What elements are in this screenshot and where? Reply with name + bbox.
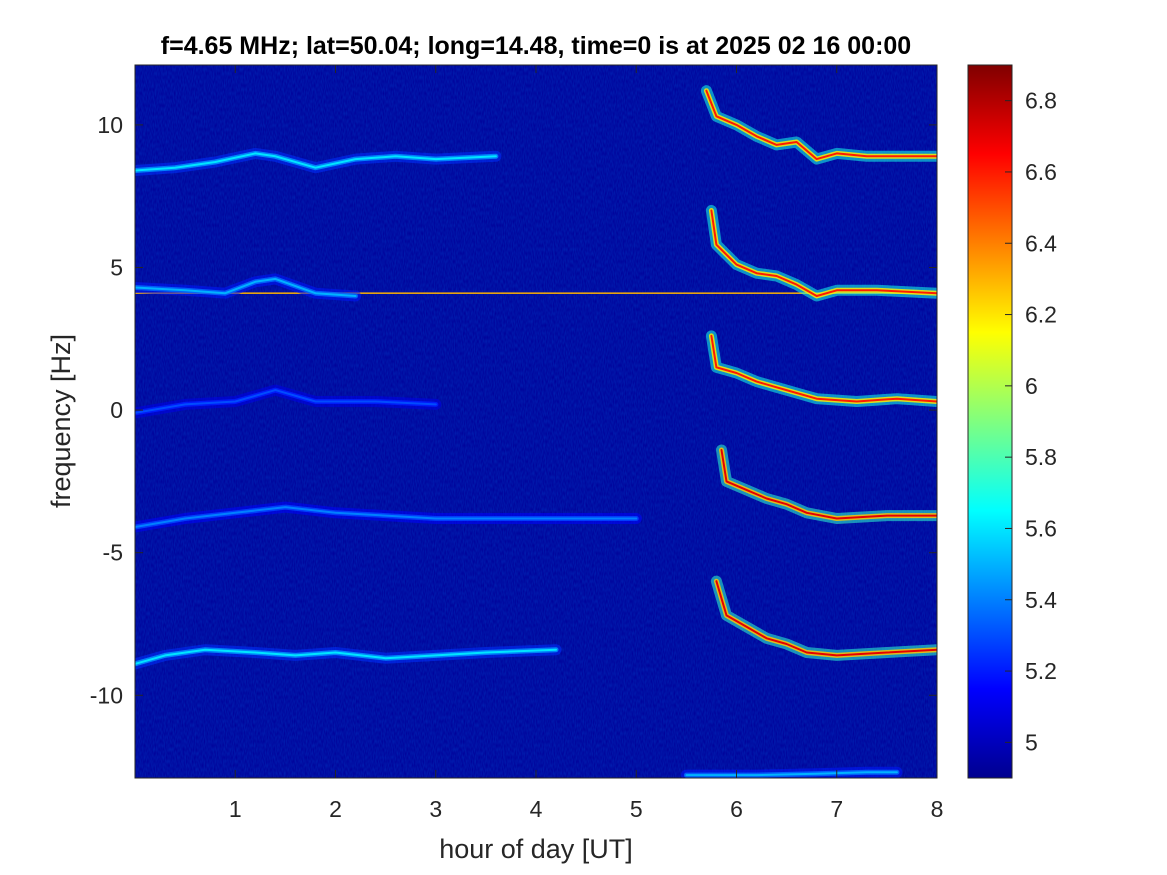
y-tick-label: -5 — [103, 540, 123, 566]
y-tick-label: -10 — [90, 682, 123, 708]
x-axis-label: hour of day [UT] — [439, 834, 633, 864]
chart-title: f=4.65 MHz; lat=50.04; long=14.48, time=… — [161, 32, 911, 60]
colorbar-gradient — [967, 64, 1013, 779]
colorbar-tick-label: 6.4 — [1025, 230, 1057, 256]
heatmap-trace-core — [135, 389, 437, 414]
x-tick-label: 3 — [429, 796, 442, 822]
heatmap-trace-core — [710, 209, 937, 297]
heatmap-trace — [135, 384, 442, 419]
heatmap-trace-core — [685, 771, 898, 777]
colorbar-ticks: 5 5.2 5.4 5.6 5.8 6 6.2 6.4 6.6 6.8 — [1005, 88, 1057, 755]
heatmap-trace — [135, 147, 502, 176]
heatmap-trace-core — [135, 277, 357, 297]
heatmap-trace — [135, 644, 562, 670]
plot-area — [134, 64, 938, 779]
heatmap-trace-core — [135, 506, 638, 528]
heatmap-trace — [716, 444, 937, 524]
heatmap-trace — [710, 575, 937, 661]
y-tick-label: 5 — [110, 254, 123, 280]
heatmap-trace — [700, 85, 937, 165]
x-axis-ticks: 1 2 3 4 5 6 7 8 — [229, 65, 944, 822]
heatmap-trace-core — [710, 334, 937, 403]
heatmap-trace-core — [720, 449, 937, 520]
colorbar-tick-label: 5.4 — [1025, 587, 1057, 613]
heatmap-data — [135, 65, 937, 778]
colorbar-tick-label: 5.6 — [1025, 515, 1057, 541]
heatmap-trace-core — [135, 152, 497, 172]
colorbar-tick-label: 6.2 — [1025, 302, 1057, 328]
x-tick-label: 2 — [329, 796, 342, 822]
x-tick-label: 4 — [530, 796, 543, 822]
heatmap-trace — [135, 501, 642, 533]
x-tick-label: 5 — [630, 796, 643, 822]
heatmap-trace-core — [715, 580, 937, 657]
y-tick-label: 0 — [110, 397, 123, 423]
colorbar-tick-label: 6.8 — [1025, 88, 1057, 114]
heatmap-trace — [705, 205, 937, 302]
x-tick-label: 6 — [730, 796, 743, 822]
y-axis-label: frequency [Hz] — [46, 334, 76, 508]
x-tick-label: 7 — [830, 796, 843, 822]
x-tick-label: 8 — [931, 796, 944, 822]
colorbar-tick-label: 6 — [1025, 373, 1038, 399]
heatmap-trace — [680, 766, 903, 778]
heatmap-trace-core — [135, 648, 557, 665]
colorbar-tick-label: 5 — [1025, 729, 1038, 755]
heatmap-trace — [705, 330, 937, 407]
x-tick-label: 1 — [229, 796, 242, 822]
heatmap-trace-core — [705, 89, 937, 161]
heatmap-trace — [135, 273, 362, 302]
colorbar-tick-label: 5.8 — [1025, 444, 1057, 470]
y-axis-ticks: -10 -5 0 5 10 — [90, 112, 937, 708]
y-tick-label: 10 — [97, 112, 123, 138]
heatmap-noise — [135, 65, 937, 778]
colorbar-tick-label: 5.2 — [1025, 658, 1057, 684]
colorbar-tick-label: 6.6 — [1025, 159, 1057, 185]
colorbar: 5 5.2 5.4 5.6 5.8 6 6.2 6.4 6.6 6.8 — [967, 64, 1057, 779]
